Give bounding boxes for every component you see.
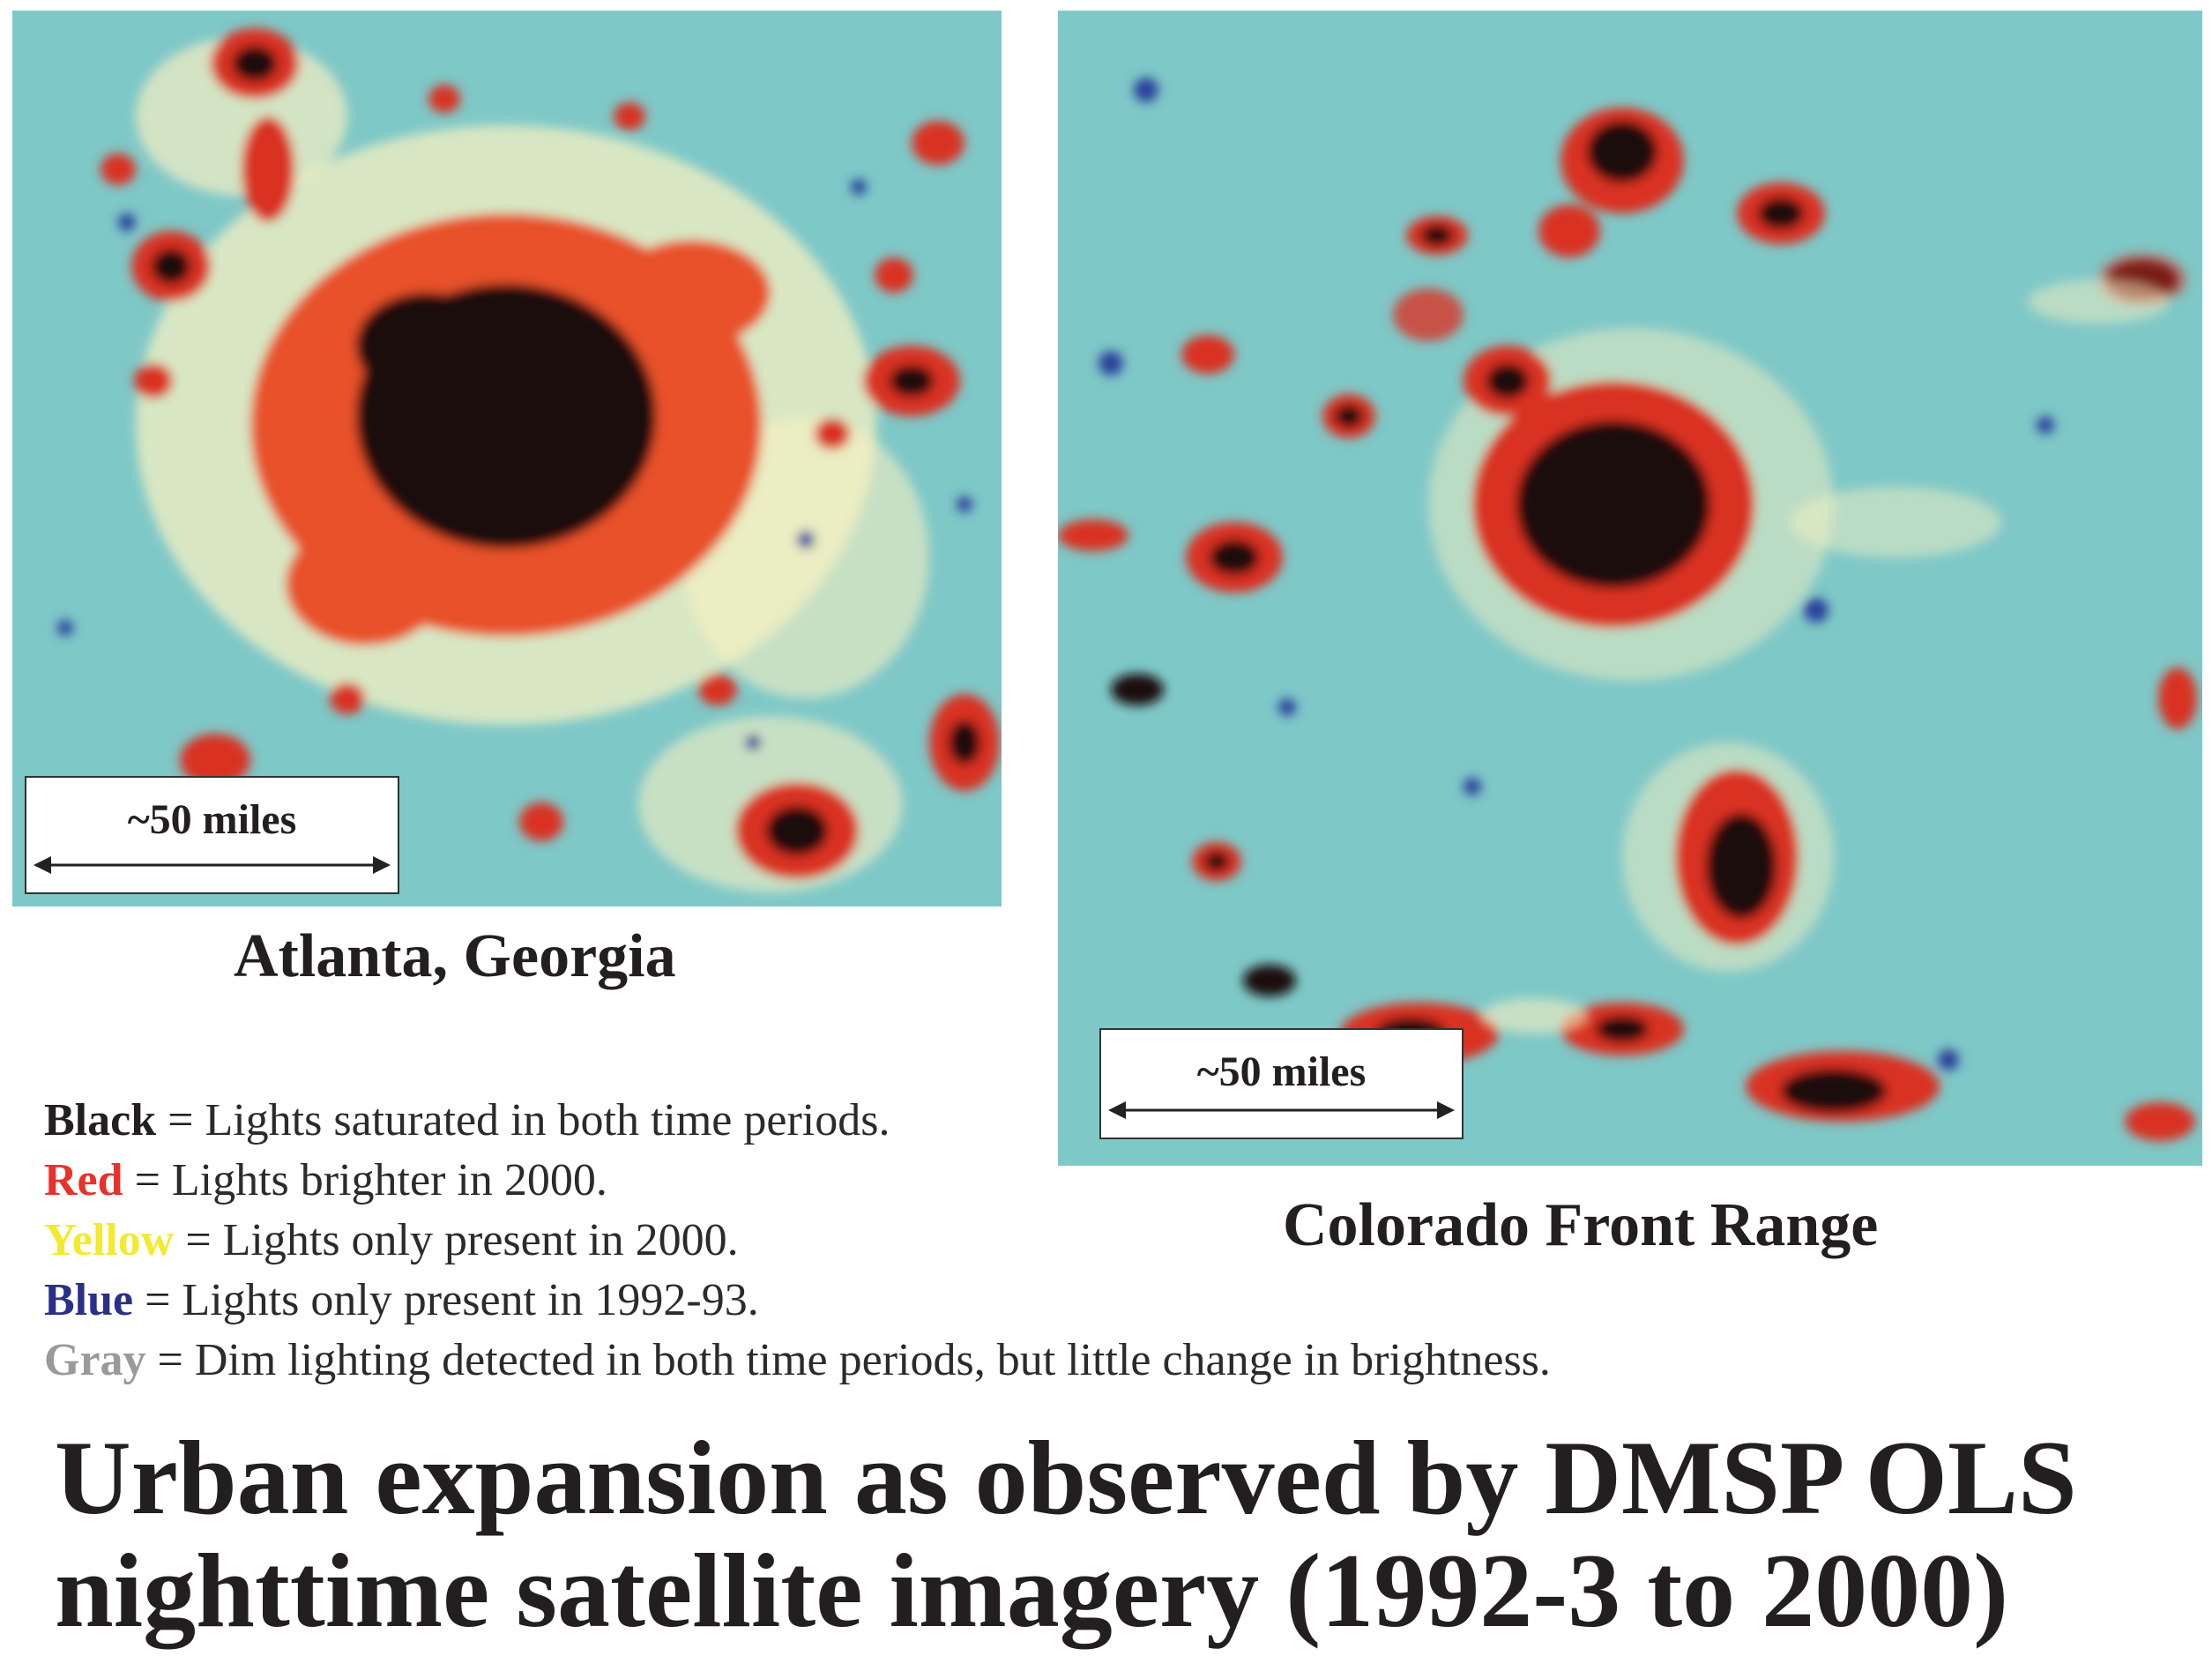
legend-separator: = <box>156 1095 205 1145</box>
figure-title: Urban expansion as observed by DMSP OLS … <box>55 1421 2077 1647</box>
color-legend: Black = Lights saturated in both time pe… <box>44 1091 1551 1391</box>
legend-row-black: Black = Lights saturated in both time pe… <box>44 1091 1551 1151</box>
double-arrow-icon <box>1108 1101 1455 1119</box>
legend-desc-black: Lights saturated in both time periods. <box>205 1095 890 1145</box>
legend-row-yellow: Yellow = Lights only present in 2000. <box>44 1211 1551 1271</box>
atlanta-lights-drawing <box>57 28 1000 892</box>
legend-separator: = <box>145 1335 195 1385</box>
legend-separator: = <box>174 1215 223 1265</box>
legend-row-red: Red = Lights brighter in 2000. <box>44 1151 1551 1211</box>
legend-key-yellow: Yellow <box>44 1215 175 1265</box>
atlanta-caption: Atlanta, Georgia <box>234 922 676 990</box>
legend-key-gray: Gray <box>44 1335 146 1385</box>
figure-title-line-1: Urban expansion as observed by DMSP OLS <box>55 1419 2077 1536</box>
colorado-scale-label: ~50 miles <box>1196 1048 1367 1095</box>
colorado-lights-drawing <box>1058 78 2197 1141</box>
legend-key-black: Black <box>44 1095 157 1145</box>
colorado-scale-bar: ~50 miles <box>1099 1028 1463 1139</box>
legend-key-blue: Blue <box>44 1275 134 1325</box>
legend-row-gray: Gray = Dim lighting detected in both tim… <box>44 1331 1551 1391</box>
double-arrow-icon <box>34 856 391 874</box>
legend-separator: = <box>123 1155 172 1205</box>
atlanta-scale-bar: ~50 miles <box>25 776 399 894</box>
colorado-night-lights-map <box>1058 11 2202 1166</box>
legend-key-red: Red <box>44 1155 123 1205</box>
legend-desc-gray: Dim lighting detected in both time perio… <box>194 1335 1551 1385</box>
legend-desc-red: Lights brighter in 2000. <box>171 1155 607 1205</box>
legend-desc-blue: Lights only present in 1992-93. <box>182 1275 759 1325</box>
figure-title-line-2: nighttime satellite imagery (1992-3 to 2… <box>55 1532 2009 1649</box>
legend-desc-yellow: Lights only present in 2000. <box>222 1215 739 1265</box>
colorado-caption: Colorado Front Range <box>1283 1191 1879 1259</box>
legend-row-blue: Blue = Lights only present in 1992-93. <box>44 1271 1551 1331</box>
atlanta-scale-label: ~50 miles <box>127 796 297 843</box>
legend-separator: = <box>133 1275 182 1325</box>
atlanta-night-lights-map <box>12 11 1002 906</box>
